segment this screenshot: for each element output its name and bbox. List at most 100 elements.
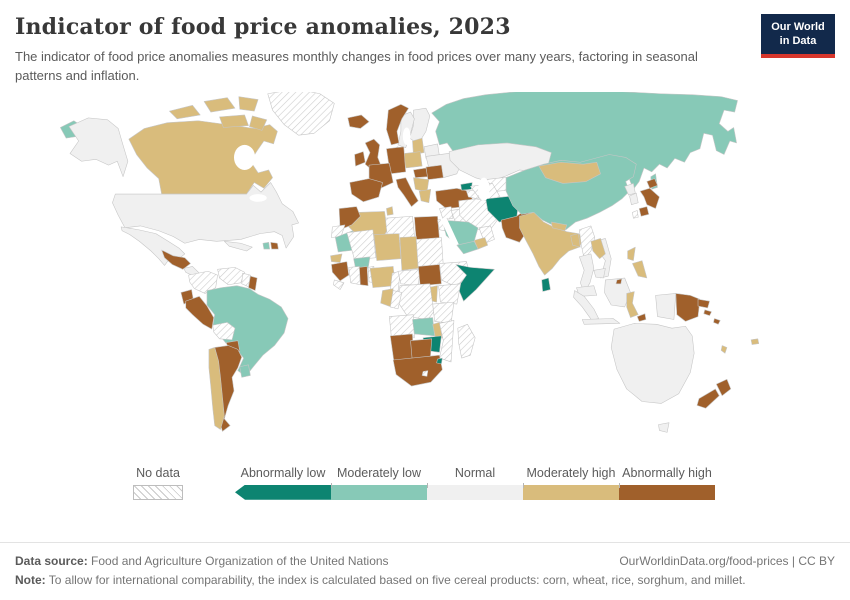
- legend-item-moderately-low[interactable]: Moderately low: [331, 466, 427, 500]
- map-region-south-korea[interactable]: [629, 192, 639, 205]
- map-region-timor[interactable]: [636, 313, 647, 322]
- map-region-south-africa[interactable]: [392, 354, 443, 387]
- map-region-japan-honshu[interactable]: [639, 187, 660, 209]
- map-region-south-sudan[interactable]: [417, 263, 442, 286]
- map-region-hungary[interactable]: [413, 167, 429, 178]
- map-region-png[interactable]: [675, 292, 701, 322]
- map-region-baltics[interactable]: [412, 137, 425, 155]
- map-region-romania[interactable]: [425, 164, 444, 180]
- map-region-bangladesh[interactable]: [570, 233, 581, 248]
- map-region-nz-south[interactable]: [696, 388, 720, 409]
- map-region-nz-north[interactable]: [716, 378, 732, 396]
- legend-item-abnormally-high[interactable]: Abnormally high: [619, 466, 715, 500]
- map-region-somalia[interactable]: [455, 263, 495, 302]
- map-region-haiti[interactable]: [262, 241, 270, 250]
- map-region-sri-lanka[interactable]: [541, 277, 551, 292]
- map-region-norway[interactable]: [386, 103, 409, 145]
- credit-link[interactable]: OurWorldinData.org/food-prices | CC BY: [619, 554, 835, 568]
- owid-logo[interactable]: Our World in Data: [761, 14, 835, 58]
- map-region-yemen-east[interactable]: [473, 236, 488, 250]
- map-region-chad[interactable]: [399, 235, 419, 271]
- map-region-senegal[interactable]: [330, 253, 343, 263]
- map-region-italy[interactable]: [395, 177, 419, 207]
- map-region-greece[interactable]: [418, 188, 432, 203]
- map-region-myanmar[interactable]: [579, 225, 596, 259]
- map-region-brunei[interactable]: [615, 278, 623, 284]
- map-region-ghana[interactable]: [359, 265, 369, 286]
- legend-item-abnormally-low[interactable]: Abnormally low: [235, 466, 331, 500]
- map-region-java[interactable]: [581, 317, 621, 325]
- map-region-angola[interactable]: [389, 314, 415, 338]
- map-region-kenya[interactable]: [438, 283, 461, 305]
- map-region-dominican-republic[interactable]: [270, 241, 279, 250]
- map-region-syria[interactable]: [439, 206, 454, 221]
- legend-swatch-normal[interactable]: [427, 484, 523, 500]
- map-region-car[interactable]: [397, 268, 421, 286]
- map-region-cuba[interactable]: [224, 240, 253, 251]
- legend-swatch-abnormally-high[interactable]: [619, 484, 715, 500]
- map-region-congo[interactable]: [389, 289, 403, 309]
- map-region-guinea[interactable]: [331, 260, 350, 281]
- map-region-solomon-2[interactable]: [713, 317, 721, 325]
- map-region-ireland[interactable]: [354, 151, 366, 167]
- map-region-borneo[interactable]: [604, 277, 631, 307]
- map-region-fiji[interactable]: [750, 338, 760, 345]
- map-region-solomon-1[interactable]: [703, 309, 712, 316]
- map-region-bolivia[interactable]: [212, 321, 236, 340]
- map-region-laos[interactable]: [590, 237, 606, 259]
- map-region-eswatini[interactable]: [436, 357, 443, 364]
- map-region-suriname[interactable]: [248, 275, 258, 291]
- map-region-chile[interactable]: [208, 346, 225, 430]
- map-region-india[interactable]: [519, 211, 585, 276]
- legend-swatch-moderately-high[interactable]: [523, 484, 619, 500]
- map-region-papua-id[interactable]: [655, 292, 677, 320]
- map-region-canada-arctic-4[interactable]: [219, 114, 249, 128]
- map-region-cambodia[interactable]: [593, 267, 606, 278]
- map-region-ivory-coast[interactable]: [348, 265, 361, 285]
- legend-item-no-data[interactable]: No data: [133, 466, 183, 500]
- map-region-alaska[interactable]: [68, 117, 129, 177]
- map-region-mozambique[interactable]: [439, 319, 455, 362]
- map-region-finland[interactable]: [409, 107, 431, 144]
- map-region-lesotho[interactable]: [421, 370, 429, 377]
- legend-swatch-no-data[interactable]: [133, 484, 183, 500]
- map-region-tunisia[interactable]: [386, 206, 394, 216]
- map-region-sierra-liberia[interactable]: [333, 279, 345, 290]
- map-region-new-britain[interactable]: [697, 298, 710, 308]
- map-region-tanzania[interactable]: [432, 301, 455, 324]
- map-region-niger[interactable]: [373, 233, 402, 261]
- map-region-peru[interactable]: [185, 295, 215, 330]
- map-region-japan-hokkaido[interactable]: [646, 178, 658, 189]
- map-region-zambia[interactable]: [412, 316, 435, 336]
- map-region-canada-arctic-1[interactable]: [169, 104, 201, 119]
- map-region-australia[interactable]: [610, 322, 695, 404]
- map-region-vanuatu[interactable]: [720, 344, 728, 354]
- legend-swatch-moderately-low[interactable]: [331, 484, 427, 500]
- map-region-mali[interactable]: [346, 229, 377, 260]
- map-region-canada-arctic-2[interactable]: [203, 96, 236, 113]
- map-region-nepal[interactable]: [551, 221, 568, 231]
- legend-item-normal[interactable]: Normal: [427, 466, 523, 500]
- legend-swatch-abnormally-low[interactable]: [235, 484, 331, 500]
- map-region-iberia[interactable]: [349, 178, 383, 202]
- map-region-drc[interactable]: [397, 283, 434, 320]
- map-region-guatemala-honduras[interactable]: [161, 249, 191, 270]
- map-region-poland[interactable]: [403, 151, 423, 169]
- map-region-venezuela[interactable]: [217, 266, 245, 285]
- map-region-egypt[interactable]: [414, 215, 440, 242]
- legend-item-moderately-high[interactable]: Moderately high: [523, 466, 619, 500]
- map-region-canada-arctic-3[interactable]: [238, 96, 259, 112]
- map-region-tasmania[interactable]: [658, 422, 670, 433]
- map-region-iceland[interactable]: [347, 114, 370, 129]
- map-region-madagascar[interactable]: [457, 323, 476, 359]
- map-region-north-korea[interactable]: [624, 182, 636, 196]
- world-map-svg[interactable]: [15, 91, 835, 464]
- map-region-georgia[interactable]: [460, 181, 473, 191]
- map-region-philippines-s[interactable]: [632, 260, 648, 278]
- map-region-japan-kyushu[interactable]: [638, 206, 650, 217]
- map-region-taiwan[interactable]: [632, 209, 639, 219]
- map-region-mongolia[interactable]: [538, 161, 601, 184]
- map-region-greenland[interactable]: [267, 91, 335, 136]
- map-region-philippines-n[interactable]: [627, 246, 636, 261]
- map-region-uruguay[interactable]: [239, 364, 251, 378]
